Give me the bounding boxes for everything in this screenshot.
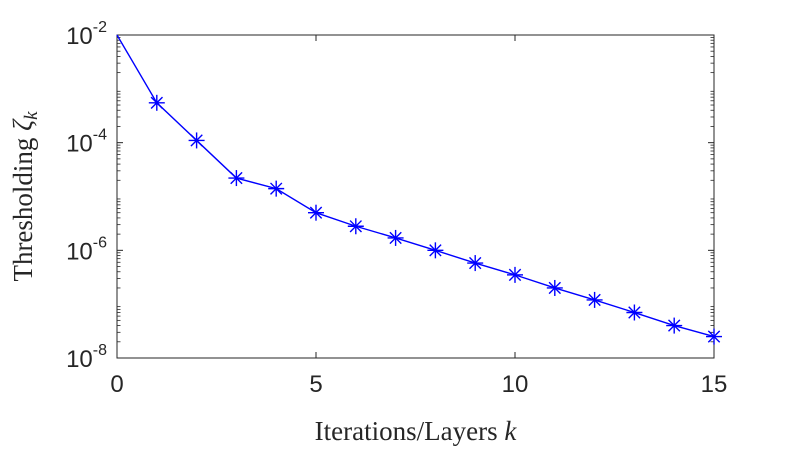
data-point — [387, 229, 404, 246]
data-point — [507, 266, 523, 283]
y-tick-label-exp: -2 — [93, 19, 107, 36]
data-point — [666, 317, 683, 334]
data-point — [546, 279, 563, 296]
data-point — [188, 132, 205, 149]
y-axis-label: Thresholding ζk — [8, 111, 42, 282]
data-point — [586, 291, 603, 308]
y-tick-label-base: 10 — [66, 346, 93, 373]
x-axis-label-text: Iterations/Layers — [315, 416, 498, 446]
plot-area — [117, 35, 714, 358]
plot-frame — [116, 34, 715, 359]
x-axis-label-var: k — [504, 416, 517, 446]
y-tick-label: 10-6 — [66, 234, 107, 265]
y-tick-label: 10-4 — [66, 127, 107, 158]
y-axis-label-sub: k — [21, 111, 42, 120]
x-tick-label: 0 — [110, 371, 123, 398]
y-tick-label: 10-2 — [66, 19, 107, 50]
data-point — [427, 242, 444, 259]
y-tick-label-exp: -6 — [93, 234, 107, 251]
series-line — [116, 34, 715, 338]
data-point — [626, 304, 643, 321]
series-layer — [116, 34, 722, 345]
y-axis-label-var: ζ — [8, 118, 38, 131]
data-point — [347, 218, 364, 235]
data-point — [706, 328, 722, 345]
x-tick-label: 10 — [502, 371, 529, 398]
data-point — [228, 170, 245, 187]
data-point — [268, 180, 285, 197]
y-tick-label-base: 10 — [66, 131, 93, 158]
minor-ticks — [117, 37, 714, 343]
data-point — [467, 255, 484, 272]
y-tick-label-exp: -8 — [93, 342, 107, 359]
x-tick-labels: 0 5 10 15 — [110, 371, 727, 398]
y-tick-label: 10-8 — [66, 342, 107, 373]
data-point — [308, 204, 324, 221]
y-tick-label-base: 10 — [66, 23, 93, 50]
x-tick-label: 5 — [309, 371, 322, 398]
y-tick-label-exp: -4 — [93, 127, 107, 144]
y-tick-labels: 10-810-610-410-2 — [66, 19, 107, 373]
x-axis-label: Iterations/Layers k — [315, 416, 518, 446]
x-tick-label: 15 — [701, 371, 728, 398]
data-point — [148, 94, 165, 111]
y-tick-label-base: 10 — [66, 238, 93, 265]
y-axis-label-text: Thresholding — [8, 138, 38, 282]
